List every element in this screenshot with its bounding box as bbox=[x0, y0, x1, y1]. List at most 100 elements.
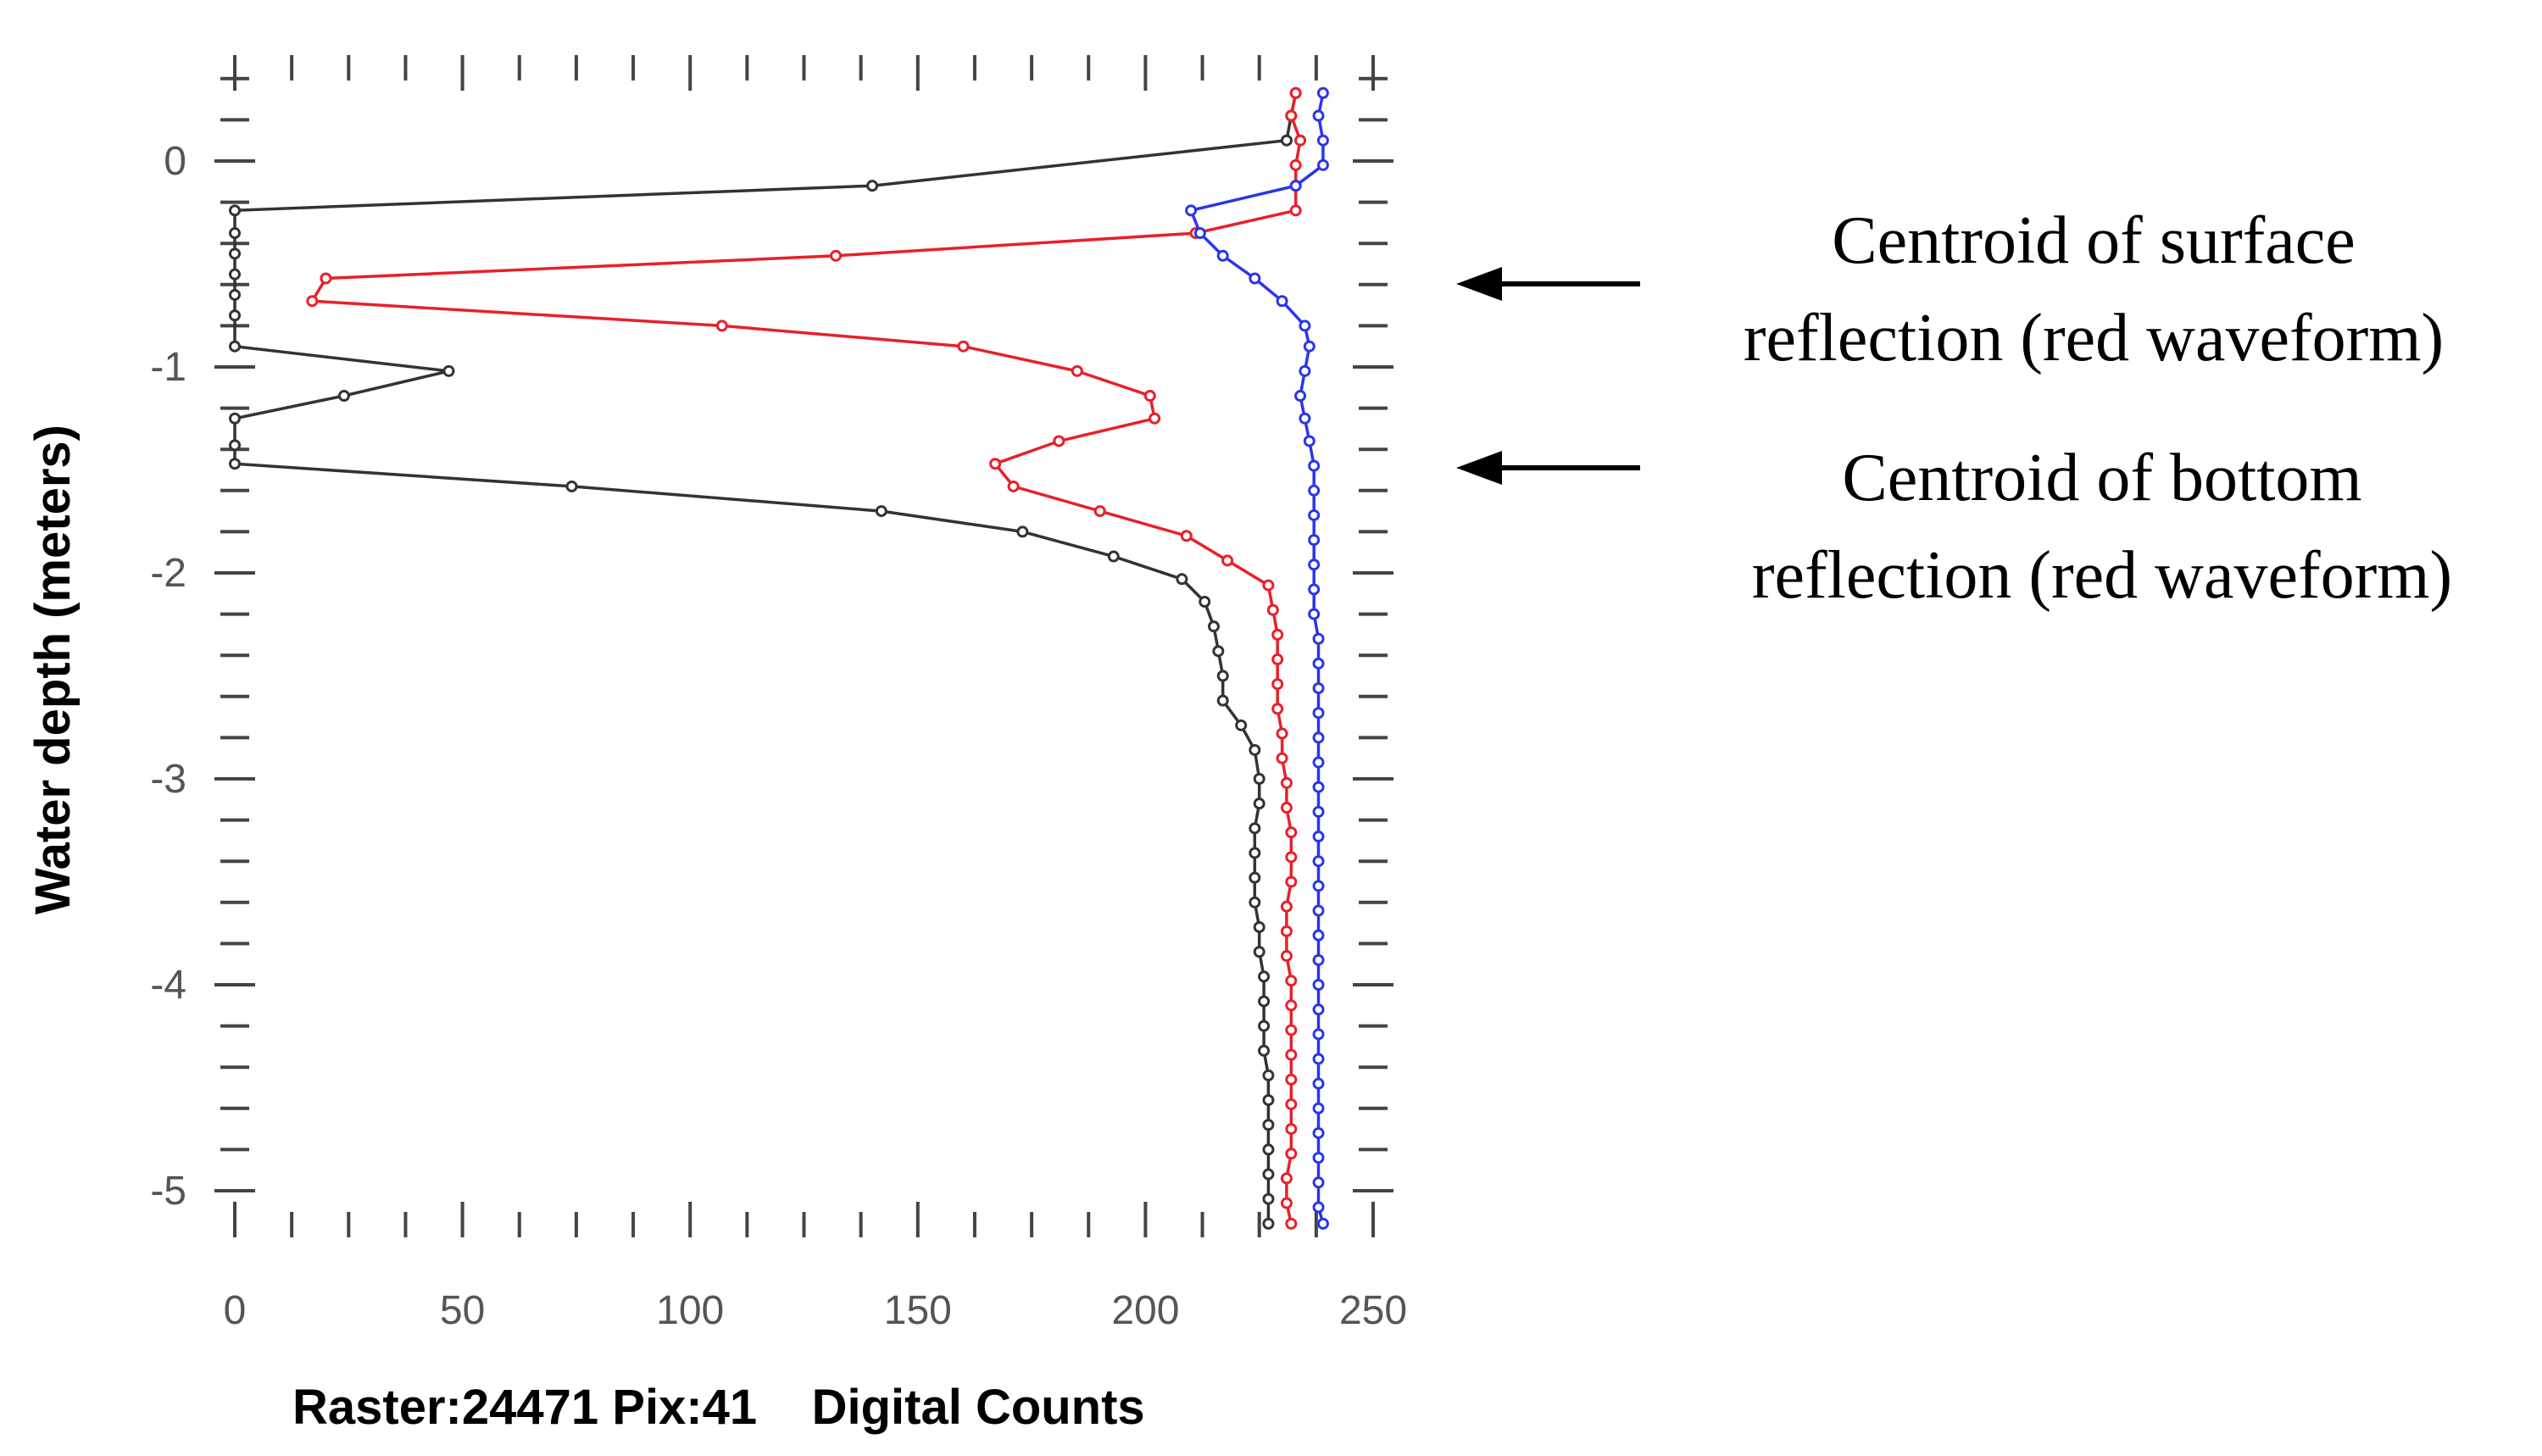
data-point bbox=[306, 295, 319, 308]
data-point bbox=[1285, 875, 1298, 888]
data-point bbox=[1316, 158, 1329, 171]
data-point bbox=[229, 458, 241, 470]
data-point bbox=[229, 340, 241, 353]
data-point bbox=[1249, 822, 1261, 835]
data-point bbox=[1285, 999, 1298, 1012]
data-point bbox=[1289, 158, 1302, 171]
data-point bbox=[1312, 707, 1325, 720]
series-layer bbox=[229, 86, 1329, 1230]
data-point bbox=[1235, 719, 1248, 731]
data-point bbox=[1312, 109, 1325, 122]
data-point bbox=[1258, 995, 1271, 1008]
y-axis-label: Water depth (meters) bbox=[25, 425, 81, 914]
x-tick-label: 50 bbox=[440, 1288, 485, 1333]
data-point bbox=[1249, 896, 1261, 909]
data-point bbox=[957, 340, 970, 353]
y-tick-label: -5 bbox=[150, 1169, 186, 1214]
data-point bbox=[1312, 1053, 1325, 1065]
data-point bbox=[1253, 773, 1265, 785]
annotation-arrow-head bbox=[1456, 267, 1502, 301]
data-point bbox=[229, 268, 241, 281]
annotation-text-line: reflection (red waveform) bbox=[1744, 301, 2444, 375]
bottom-axis-ticks bbox=[233, 1202, 1375, 1237]
data-point bbox=[1253, 920, 1265, 933]
data-point bbox=[1285, 851, 1298, 864]
data-point bbox=[1308, 534, 1321, 547]
x-tick-label: 0 bbox=[224, 1288, 247, 1333]
data-point bbox=[1280, 1172, 1293, 1185]
annotation-2: Centroid of bottom reflection (red wavefo… bbox=[1456, 441, 2452, 613]
data-point bbox=[1299, 364, 1311, 377]
data-point bbox=[1185, 204, 1198, 217]
series-line bbox=[309, 92, 1302, 1225]
data-point bbox=[229, 412, 241, 425]
data-point bbox=[1303, 340, 1315, 353]
data-point bbox=[1312, 1102, 1325, 1114]
data-point bbox=[1312, 831, 1325, 843]
y-tick-labels: 0 -1 -2 -3 -4 -5 bbox=[150, 139, 186, 1214]
data-point bbox=[442, 364, 455, 377]
annotation-text-line: Centroid of bottom bbox=[1842, 441, 2361, 515]
data-point bbox=[1276, 752, 1288, 764]
data-point bbox=[1316, 86, 1329, 99]
data-point bbox=[1285, 1073, 1298, 1086]
data-point bbox=[229, 204, 241, 217]
data-point bbox=[830, 249, 843, 262]
data-point bbox=[1312, 731, 1325, 744]
top-axis-ticks bbox=[233, 55, 1375, 91]
data-point bbox=[1285, 1024, 1298, 1036]
data-point bbox=[1280, 949, 1293, 962]
data-point bbox=[1271, 703, 1284, 715]
data-point bbox=[1262, 1119, 1275, 1131]
y-tick-label: -1 bbox=[150, 345, 186, 390]
data-point bbox=[229, 439, 241, 452]
data-point bbox=[866, 180, 879, 192]
data-point bbox=[1285, 1048, 1298, 1061]
data-point bbox=[1258, 1044, 1271, 1057]
data-point bbox=[1216, 694, 1229, 707]
data-point bbox=[1221, 554, 1234, 567]
data-point bbox=[1312, 1003, 1325, 1016]
x-tick-label: 200 bbox=[1111, 1288, 1179, 1333]
data-point bbox=[1249, 743, 1261, 756]
data-point bbox=[1249, 871, 1261, 884]
data-point bbox=[1285, 1098, 1298, 1110]
data-point bbox=[1312, 805, 1325, 818]
data-point bbox=[1308, 508, 1321, 521]
data-point bbox=[1308, 559, 1321, 571]
data-point bbox=[1271, 678, 1284, 691]
data-point bbox=[1262, 579, 1275, 592]
data-point bbox=[1294, 134, 1307, 147]
data-point bbox=[1143, 390, 1156, 403]
x-axis-label: Raster:24471 Pix:41 Digital Counts bbox=[292, 1380, 1145, 1435]
data-point bbox=[229, 309, 241, 322]
series-line bbox=[233, 92, 1298, 1224]
data-point bbox=[1312, 929, 1325, 942]
data-point bbox=[1312, 979, 1325, 991]
x-tick-label: 250 bbox=[1339, 1288, 1407, 1333]
data-point bbox=[565, 480, 578, 492]
data-point bbox=[1285, 1148, 1298, 1160]
data-point bbox=[1312, 756, 1325, 769]
y-tick-label: -2 bbox=[150, 551, 186, 596]
data-point bbox=[229, 247, 241, 260]
data-point bbox=[1312, 1028, 1325, 1041]
data-point bbox=[1308, 583, 1321, 596]
data-point bbox=[1262, 1168, 1275, 1181]
data-point bbox=[1312, 657, 1325, 670]
data-point bbox=[1280, 1197, 1293, 1209]
annotation-text-line: reflection (red waveform) bbox=[1752, 538, 2452, 613]
data-point bbox=[1107, 550, 1120, 563]
series-2 bbox=[306, 86, 1307, 1230]
data-point bbox=[1262, 1143, 1275, 1156]
data-point bbox=[1285, 975, 1298, 987]
data-point bbox=[1216, 249, 1229, 262]
data-point bbox=[1149, 412, 1161, 425]
data-point bbox=[229, 288, 241, 301]
data-point bbox=[1289, 86, 1302, 99]
data-point bbox=[1280, 134, 1293, 147]
data-point bbox=[1271, 628, 1284, 641]
data-point bbox=[1280, 802, 1293, 814]
data-point bbox=[1308, 484, 1321, 497]
